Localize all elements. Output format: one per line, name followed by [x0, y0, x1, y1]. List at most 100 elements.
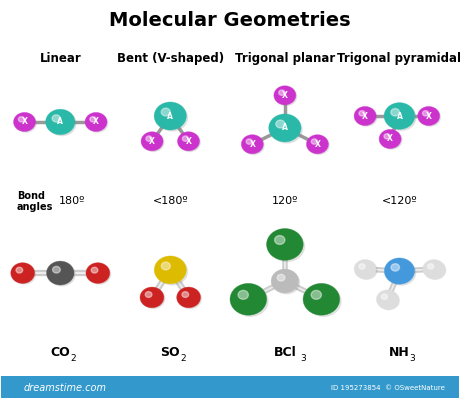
Text: A: A: [167, 111, 173, 120]
Circle shape: [146, 292, 152, 297]
Text: X: X: [282, 91, 288, 100]
Circle shape: [154, 102, 186, 130]
Circle shape: [46, 261, 74, 285]
Circle shape: [272, 117, 302, 143]
Circle shape: [276, 120, 285, 128]
Circle shape: [308, 136, 329, 154]
Circle shape: [270, 231, 304, 261]
Circle shape: [15, 114, 36, 132]
Circle shape: [233, 286, 268, 316]
Circle shape: [266, 229, 303, 260]
Circle shape: [391, 109, 400, 116]
Text: CO: CO: [50, 346, 70, 359]
Circle shape: [274, 235, 285, 245]
Circle shape: [384, 103, 415, 129]
Circle shape: [230, 283, 267, 315]
Circle shape: [182, 136, 189, 141]
Circle shape: [381, 131, 402, 149]
Text: X: X: [249, 140, 255, 149]
Circle shape: [53, 267, 60, 273]
Circle shape: [146, 136, 152, 141]
Circle shape: [384, 258, 415, 284]
Circle shape: [177, 132, 200, 151]
Circle shape: [356, 261, 377, 279]
Circle shape: [11, 263, 35, 283]
Circle shape: [154, 256, 186, 284]
Circle shape: [16, 267, 23, 273]
Text: X: X: [185, 137, 191, 146]
Text: 3: 3: [300, 354, 306, 363]
Circle shape: [238, 290, 248, 299]
Circle shape: [243, 136, 264, 154]
Circle shape: [376, 290, 399, 309]
Circle shape: [88, 265, 110, 284]
Circle shape: [381, 294, 387, 299]
Circle shape: [87, 114, 108, 132]
Circle shape: [423, 259, 445, 279]
Text: SO: SO: [161, 346, 180, 359]
Text: 180º: 180º: [59, 196, 85, 207]
Circle shape: [13, 265, 36, 284]
Text: Linear: Linear: [39, 52, 81, 65]
Text: X: X: [362, 111, 368, 120]
Text: Bent (V-shaped): Bent (V-shaped): [117, 52, 224, 65]
Circle shape: [86, 263, 110, 283]
Circle shape: [246, 139, 252, 144]
Circle shape: [279, 90, 285, 95]
Circle shape: [179, 133, 201, 152]
Circle shape: [14, 113, 36, 132]
Text: X: X: [314, 140, 320, 149]
Circle shape: [303, 283, 340, 315]
Circle shape: [157, 105, 188, 131]
Circle shape: [273, 271, 300, 294]
Circle shape: [379, 129, 401, 148]
Text: Trigonal pyramidal: Trigonal pyramidal: [337, 52, 462, 65]
Circle shape: [419, 108, 440, 126]
Circle shape: [157, 258, 187, 285]
FancyBboxPatch shape: [0, 376, 459, 398]
Text: X: X: [426, 111, 432, 120]
Circle shape: [49, 263, 75, 286]
Circle shape: [384, 134, 390, 139]
Text: A: A: [397, 111, 402, 120]
Text: 120º: 120º: [272, 196, 298, 207]
Circle shape: [306, 135, 328, 154]
Circle shape: [90, 117, 96, 122]
Circle shape: [387, 260, 416, 285]
Text: Bond
angles: Bond angles: [17, 191, 53, 212]
Circle shape: [306, 286, 341, 316]
Circle shape: [311, 290, 321, 299]
Circle shape: [387, 105, 416, 130]
Text: X: X: [93, 117, 99, 126]
Circle shape: [425, 261, 446, 279]
Text: X: X: [387, 134, 393, 144]
Circle shape: [48, 111, 76, 136]
Circle shape: [182, 292, 189, 297]
Circle shape: [177, 287, 201, 308]
Text: dreamstime.com: dreamstime.com: [24, 383, 107, 393]
Circle shape: [378, 292, 399, 310]
Circle shape: [141, 132, 163, 151]
Circle shape: [143, 133, 164, 152]
Circle shape: [142, 289, 164, 308]
Circle shape: [241, 135, 264, 154]
Circle shape: [85, 113, 107, 132]
Circle shape: [18, 117, 25, 122]
Text: BCl: BCl: [273, 346, 296, 359]
Circle shape: [428, 264, 434, 269]
Circle shape: [277, 275, 285, 281]
Circle shape: [46, 109, 75, 135]
Circle shape: [274, 86, 296, 105]
Circle shape: [359, 264, 365, 269]
Circle shape: [269, 114, 301, 142]
Circle shape: [179, 289, 201, 308]
Text: ID 195273854  © OSweetNature: ID 195273854 © OSweetNature: [331, 385, 445, 391]
Circle shape: [311, 139, 318, 144]
Circle shape: [161, 262, 170, 270]
Circle shape: [391, 264, 400, 271]
Circle shape: [271, 269, 299, 293]
Text: 2: 2: [70, 354, 76, 363]
Circle shape: [140, 287, 164, 308]
Circle shape: [52, 115, 60, 122]
Circle shape: [161, 108, 170, 116]
